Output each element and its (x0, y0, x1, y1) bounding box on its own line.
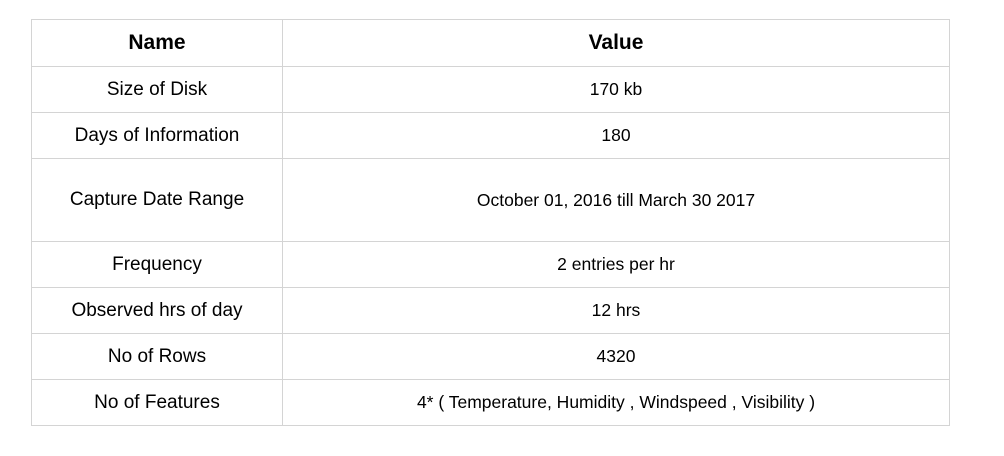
table-row: No of Rows 4320 (31, 333, 950, 380)
row-name-cell: No of Features (31, 379, 283, 426)
row-value-cell: 4320 (282, 333, 950, 380)
row-name-cell: Frequency (31, 241, 283, 288)
row-value-cell: 170 kb (282, 66, 950, 113)
dataset-info-table: Name Value Size of Disk 170 kb Days of I… (31, 19, 950, 426)
row-name-cell: No of Rows (31, 333, 283, 380)
table-row: Days of Information 180 (31, 112, 950, 159)
row-value-cell: 12 hrs (282, 287, 950, 334)
row-name-cell: Days of Information (31, 112, 283, 159)
row-name-cell: Observed hrs of day (31, 287, 283, 334)
row-value-cell: 4* ( Temperature, Humidity , Windspeed ,… (282, 379, 950, 426)
row-value-cell: 2 entries per hr (282, 241, 950, 288)
row-value-cell: October 01, 2016 till March 30 2017 (282, 158, 950, 242)
table-row: Size of Disk 170 kb (31, 66, 950, 113)
table-row: Frequency 2 entries per hr (31, 241, 950, 288)
table-header-row: Name Value (31, 19, 950, 67)
table-row: Observed hrs of day 12 hrs (31, 287, 950, 334)
table-row: No of Features 4* ( Temperature, Humidit… (31, 379, 950, 426)
column-header-name: Name (31, 19, 283, 67)
table-row: Capture Date Range October 01, 2016 till… (31, 158, 950, 242)
column-header-value: Value (282, 19, 950, 67)
row-name-cell: Capture Date Range (31, 158, 283, 242)
row-name-cell: Size of Disk (31, 66, 283, 113)
row-value-cell: 180 (282, 112, 950, 159)
